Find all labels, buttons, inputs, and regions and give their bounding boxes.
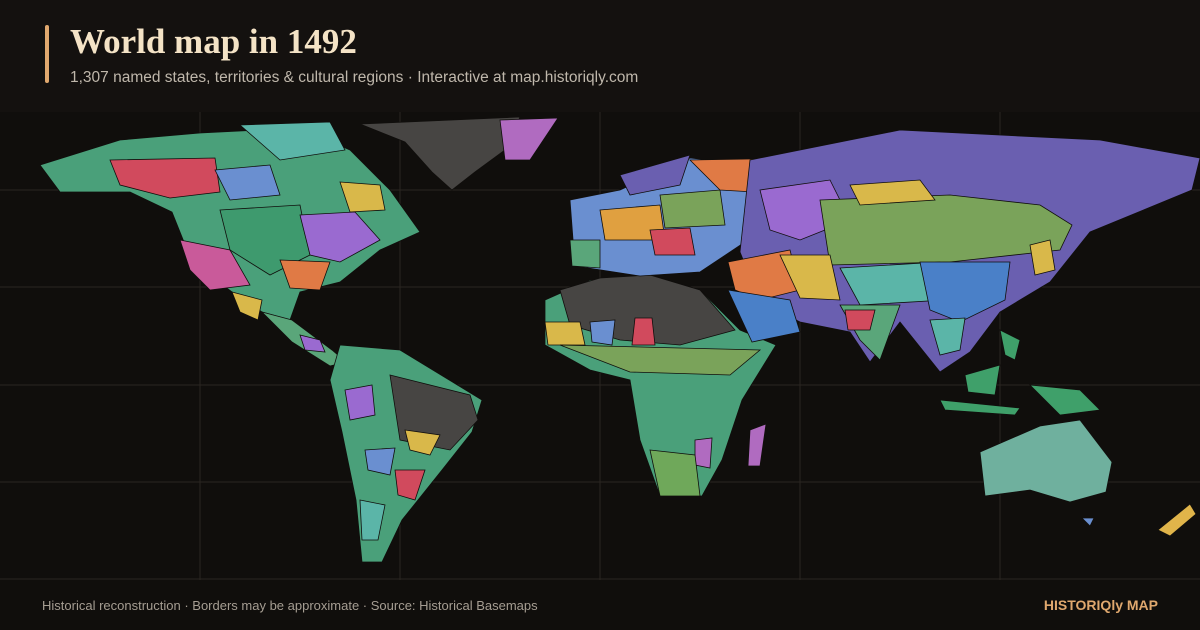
region — [339, 181, 386, 213]
region — [359, 116, 521, 191]
header: World map in 1492 1,307 named states, te… — [0, 0, 1200, 112]
region — [359, 499, 386, 541]
accent-bar — [45, 25, 49, 83]
region — [299, 334, 326, 353]
region — [727, 289, 801, 343]
region — [747, 423, 767, 467]
region — [694, 437, 713, 469]
region — [619, 154, 691, 196]
region — [849, 179, 936, 206]
region — [559, 344, 762, 376]
region — [659, 189, 726, 229]
region — [1157, 503, 1197, 537]
region — [1081, 517, 1095, 527]
region — [279, 259, 331, 291]
world-map — [0, 112, 1200, 580]
region — [394, 469, 426, 501]
region — [329, 344, 483, 563]
region — [727, 249, 801, 301]
region — [1029, 239, 1056, 276]
region — [214, 164, 281, 201]
region — [649, 227, 696, 256]
region — [964, 364, 1001, 396]
region — [299, 211, 381, 263]
region — [499, 117, 559, 161]
region — [1028, 384, 1101, 416]
region — [544, 321, 586, 346]
region — [999, 329, 1021, 361]
brand: HISTORIQly MAP — [1043, 597, 1158, 613]
region — [819, 194, 1073, 266]
region — [569, 239, 601, 269]
region — [589, 319, 616, 346]
region — [179, 239, 251, 291]
title: World map in 1492 — [70, 22, 357, 61]
footer-note: Historical reconstruction · Borders may … — [42, 598, 538, 613]
region — [919, 261, 1011, 323]
land — [39, 116, 1200, 563]
region — [364, 447, 396, 476]
region — [649, 449, 701, 497]
region — [344, 384, 376, 421]
region — [939, 399, 1021, 416]
region — [979, 419, 1113, 503]
region — [404, 429, 441, 456]
region — [231, 291, 263, 321]
region — [109, 157, 221, 199]
region — [631, 317, 656, 346]
region — [238, 121, 346, 161]
subtitle: 1,307 named states, territories & cultur… — [70, 69, 639, 86]
region — [929, 317, 966, 356]
region — [844, 309, 876, 331]
region — [779, 254, 841, 301]
